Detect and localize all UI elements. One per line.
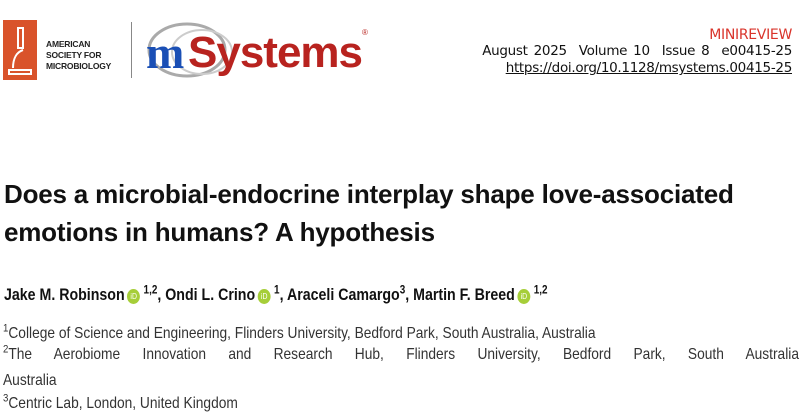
author-list: Jake M. Robinson iD 1,2, Ondi L. Crino iD 1,… — [4, 284, 548, 304]
affil-text: Centric Lab, London, United Kingdom — [8, 395, 238, 412]
orcid-icon[interactable]: iD — [127, 289, 141, 304]
author-name[interactable]: Martin F. Breed — [413, 286, 515, 304]
affiliation: 3Centric Lab, London, United Kingdom — [3, 392, 238, 413]
affiliation-continued: Australia — [3, 372, 57, 389]
affil-number: 3 — [3, 392, 9, 405]
registered-mark: ® — [362, 28, 368, 37]
msystems-logo: m Systems ® — [142, 18, 372, 80]
affil-text: The Aerobiome Innovation and Research Hu… — [8, 346, 800, 363]
article-type: MINIREVIEW — [709, 27, 792, 43]
author-name[interactable]: Jake M. Robinson — [4, 286, 125, 304]
article-title: Does a microbial-endocrine interplay sha… — [4, 179, 734, 247]
affiliation: 2The Aerobiome Innovation and Research H… — [3, 343, 800, 364]
affil-number: 2 — [3, 343, 9, 356]
asm-logo-text: AMERICAN SOCIETY FOR MICROBIOLOGY — [46, 39, 111, 72]
orcid-icon[interactable]: iD — [517, 289, 531, 304]
author-affil: 1,2 — [533, 284, 548, 297]
author-name[interactable]: Araceli Camargo — [286, 286, 400, 304]
author-affil: 3 — [399, 284, 406, 297]
logo-line: MICROBIOLOGY — [46, 61, 112, 71]
author-affil: 1,2 — [143, 284, 158, 297]
author-name[interactable]: Ondi L. Crino — [165, 286, 256, 304]
ring-graphic-icon — [147, 22, 233, 78]
logo-line: SOCIETY FOR — [46, 50, 102, 60]
issue-info: August 2025 Volume 10 Issue 8 e00415-25 — [482, 43, 792, 59]
affiliation: 1College of Science and Engineering, Fli… — [3, 322, 596, 343]
logo-prefix: m — [146, 27, 184, 78]
logo-line: AMERICAN — [46, 39, 91, 49]
doi-link[interactable]: https://doi.org/10.1128/msystems.00415-2… — [505, 60, 793, 76]
asm-logo-mark — [3, 20, 37, 80]
logo-name: Systems — [188, 28, 363, 77]
affil-number: 1 — [3, 322, 9, 335]
orcid-icon[interactable]: iD — [257, 289, 271, 304]
author-affil: 1 — [274, 284, 280, 297]
affil-text: College of Science and Engineering, Flin… — [8, 325, 596, 342]
microscope-icon — [8, 27, 32, 75]
logo-divider — [131, 22, 132, 78]
